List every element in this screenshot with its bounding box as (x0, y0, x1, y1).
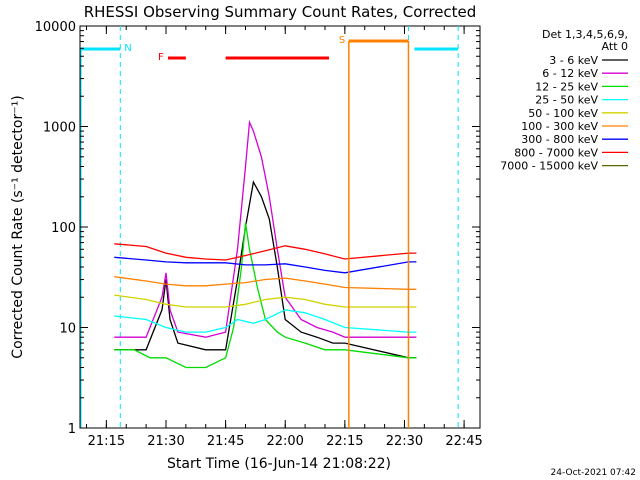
attenuator-dashed-lines (119, 26, 459, 428)
flag-f-label: F (158, 52, 164, 63)
x-tick-label: 22:30 (386, 434, 423, 449)
legend-label-100-300-kev: 100 - 300 keV (521, 120, 598, 133)
series-100-300-kev-line (114, 276, 417, 290)
y-axis: 1 10 100 1000 10000 (35, 20, 480, 437)
series-50-100-kev-line (114, 294, 417, 308)
y-axis-label: Corrected Count Rate (s⁻¹ detector⁻¹) (10, 95, 26, 358)
x-tick-label: 21:15 (88, 434, 125, 449)
legend-label-6-12-kev: 6 - 12 keV (542, 67, 598, 80)
x-tick-label: 22:00 (266, 434, 303, 449)
legend-label-800-7000-kev: 800 - 7000 keV (514, 146, 598, 159)
legend-label-300-800-kev: 300 - 800 keV (521, 133, 598, 146)
y-tick-label: 100 (51, 221, 76, 236)
series-25-50-kev-line (114, 309, 417, 333)
legend-header: Det 1,3,4,5,6,9, (542, 28, 628, 41)
x-axis-label: Start Time (16-Jun-14 21:08:22) (167, 456, 391, 472)
legend-label-3-6-kev: 3 - 6 keV (549, 54, 598, 67)
legend-label-25-50-kev: 25 - 50 keV (535, 94, 598, 107)
y-tick-label: 1 (68, 422, 76, 437)
flag-n-label: N (124, 43, 131, 54)
x-tick-label: 22:15 (326, 434, 363, 449)
x-tick-label: 22:45 (445, 434, 482, 449)
flag-bars: N F S (80, 35, 459, 428)
x-tick-label: 21:30 (147, 434, 184, 449)
y-tick-label: 1000 (43, 121, 76, 136)
y-tick-label: 10000 (35, 20, 76, 35)
legend-header: Att 0 (602, 40, 628, 53)
legend-label-12-25-kev: 12 - 25 keV (535, 80, 598, 93)
series-800-7000-kev-line (114, 243, 417, 261)
flag-s-label: S (339, 35, 345, 46)
series-6-12-kev-line (114, 119, 417, 338)
legend-label-50-100-kev: 50 - 100 keV (528, 107, 598, 120)
series-layer (114, 119, 417, 369)
plot-frame (79, 25, 481, 429)
series-12-25-kev-line (114, 222, 417, 369)
x-tick-label: 21:45 (207, 434, 244, 449)
chart-title: RHESSI Observing Summary Count Rates, Co… (84, 3, 477, 21)
timestamp: 24-Oct-2021 07:42 (551, 468, 636, 478)
series-300-800-kev-line (114, 256, 417, 274)
legend-label-7000-15000-kev: 7000 - 15000 keV (500, 160, 598, 173)
series-3-6-kev-line (114, 180, 417, 359)
x-axis: 21:15 21:30 21:45 22:00 22:15 22:30 22:45 (85, 26, 483, 449)
y-tick-label: 10 (59, 322, 76, 337)
